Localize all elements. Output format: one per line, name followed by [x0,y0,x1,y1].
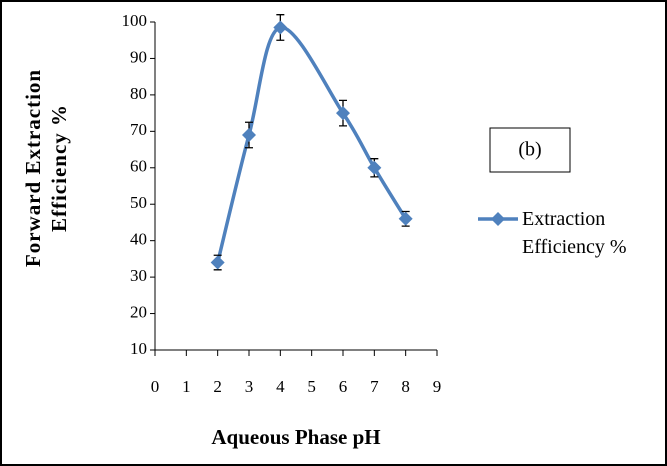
y-tick-label: 50 [130,193,147,212]
x-tick-label: 3 [245,377,254,396]
x-tick-label: 8 [401,377,410,396]
data-point [210,255,225,270]
data-point [336,106,350,121]
annotation-box [489,127,571,173]
y-tick-label: 20 [130,302,147,321]
y-tick-label: 30 [130,266,147,285]
y-tick-label: 90 [130,47,147,66]
data-point [398,211,413,226]
y-tick-label: 60 [130,157,147,176]
x-axis-title: Aqueous Phase pH [211,425,381,449]
y-tick-label: 70 [130,120,147,139]
x-tick-label: 5 [307,377,316,396]
y-tick-label: 80 [130,84,147,103]
legend-label: Extraction Efficiency % [522,208,627,258]
x-tick-label: 9 [433,377,442,396]
annotation: (b) [518,139,541,161]
y-tick-label: 10 [130,339,147,358]
data-point [242,127,256,142]
x-tick-label: 4 [276,377,285,396]
x-tick-label: 6 [339,377,348,396]
data-point [367,160,382,175]
x-tick-label: 7 [370,377,379,396]
x-tick-label: 0 [151,377,160,396]
legend-marker [491,212,505,226]
x-tick-label: 2 [213,377,222,396]
y-tick-label: 100 [122,11,148,30]
x-tick-label: 1 [182,377,191,396]
y-axis-title: Forward Extraction Efficiency % [21,68,71,268]
data-point [273,20,288,35]
y-tick-label: 40 [130,230,147,249]
